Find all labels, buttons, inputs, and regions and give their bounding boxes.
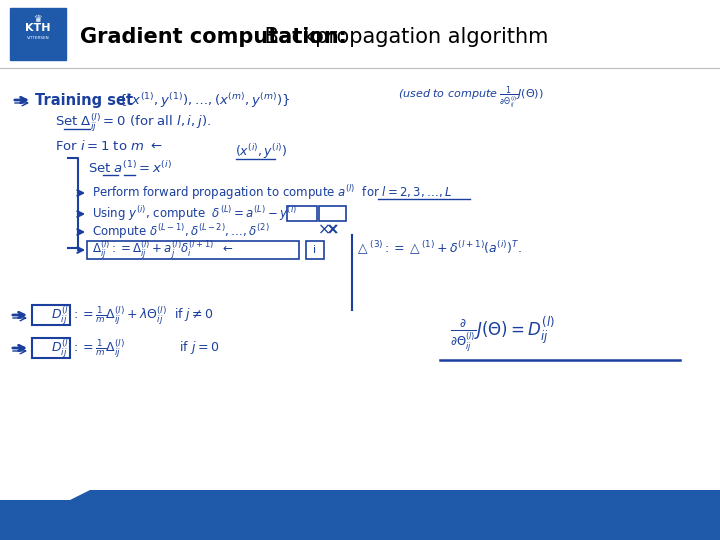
Text: i: i — [313, 245, 317, 255]
Text: Perform forward propagation to compute $a^{(l)}$  for $l = 2,3,\ldots,L$: Perform forward propagation to compute $… — [92, 184, 452, 202]
Text: Gradient computation:: Gradient computation: — [80, 27, 347, 47]
Text: (used to compute $\frac{1}{\partial\Theta^{(l)}_{ij}} J(\Theta))$: (used to compute $\frac{1}{\partial\Thet… — [398, 85, 544, 111]
Text: Set $a^{(1)} = x^{(i)}$: Set $a^{(1)} = x^{(i)}$ — [88, 160, 172, 176]
Polygon shape — [0, 490, 90, 500]
Text: $\Delta^{(l)}_{ij} := \Delta^{(l)}_{ij} + a^{(l)}_j \delta^{(l+1)}_i$  $\leftarr: $\Delta^{(l)}_{ij} := \Delta^{(l)}_{ij} … — [92, 239, 234, 261]
Text: $\{(x^{(1)},y^{(1)}),\ldots,(x^{(m)},y^{(m)})\}$: $\{(x^{(1)},y^{(1)}),\ldots,(x^{(m)},y^{… — [118, 92, 290, 111]
Text: Backpropagation algorithm: Backpropagation algorithm — [258, 27, 549, 47]
Text: For $i = 1$ to $m$ $\leftarrow$: For $i = 1$ to $m$ $\leftarrow$ — [55, 139, 163, 153]
Text: Using $y^{(i)}$, compute  $\delta^{(L)} = a^{(L)} - y^{(i)}$: Using $y^{(i)}$, compute $\delta^{(L)} =… — [92, 205, 297, 224]
FancyBboxPatch shape — [10, 8, 66, 60]
Text: $D^{(l)}_{ij} := \frac{1}{m}\Delta^{(l)}_{ij} + \lambda\Theta^{(l)}_{ij}$  if $j: $D^{(l)}_{ij} := \frac{1}{m}\Delta^{(l)}… — [51, 305, 214, 327]
Polygon shape — [0, 490, 720, 540]
Text: $(x^{(i)}, y^{(i)})$: $(x^{(i)}, y^{(i)})$ — [235, 143, 287, 161]
Text: Set $\Delta^{(l)}_{ij} = 0$ (for all $l, i, j$).: Set $\Delta^{(l)}_{ij} = 0$ (for all $l,… — [55, 112, 211, 134]
Text: $\times$: $\times$ — [326, 221, 338, 237]
Text: KTH: KTH — [25, 23, 50, 33]
Text: Compute $\delta^{(L-1)}, \delta^{(L-2)},\ldots,\delta^{(2)}$: Compute $\delta^{(L-1)}, \delta^{(L-2)},… — [92, 222, 269, 241]
Text: $D^{(l)}_{ij} := \frac{1}{m}\Delta^{(l)}_{ij}$              if $j = 0$: $D^{(l)}_{ij} := \frac{1}{m}\Delta^{(l)}… — [51, 338, 220, 360]
Text: $\times\!\!\!\times$: $\times\!\!\!\times$ — [317, 221, 338, 237]
Text: Training set: Training set — [35, 93, 133, 109]
Text: VITTERSEN: VITTERSEN — [27, 36, 49, 40]
Text: ♛: ♛ — [34, 14, 42, 24]
Text: $\frac{\partial}{\partial\Theta^{(l)}_{ij}} J(\Theta) = D^{(l)}_{ij}$: $\frac{\partial}{\partial\Theta^{(l)}_{i… — [450, 316, 555, 354]
Text: $\triangle^{(3)} := \triangle^{(1)} + \delta^{(l+1)} (a^{(i)})^T.$: $\triangle^{(3)} := \triangle^{(1)} + \d… — [355, 239, 522, 256]
